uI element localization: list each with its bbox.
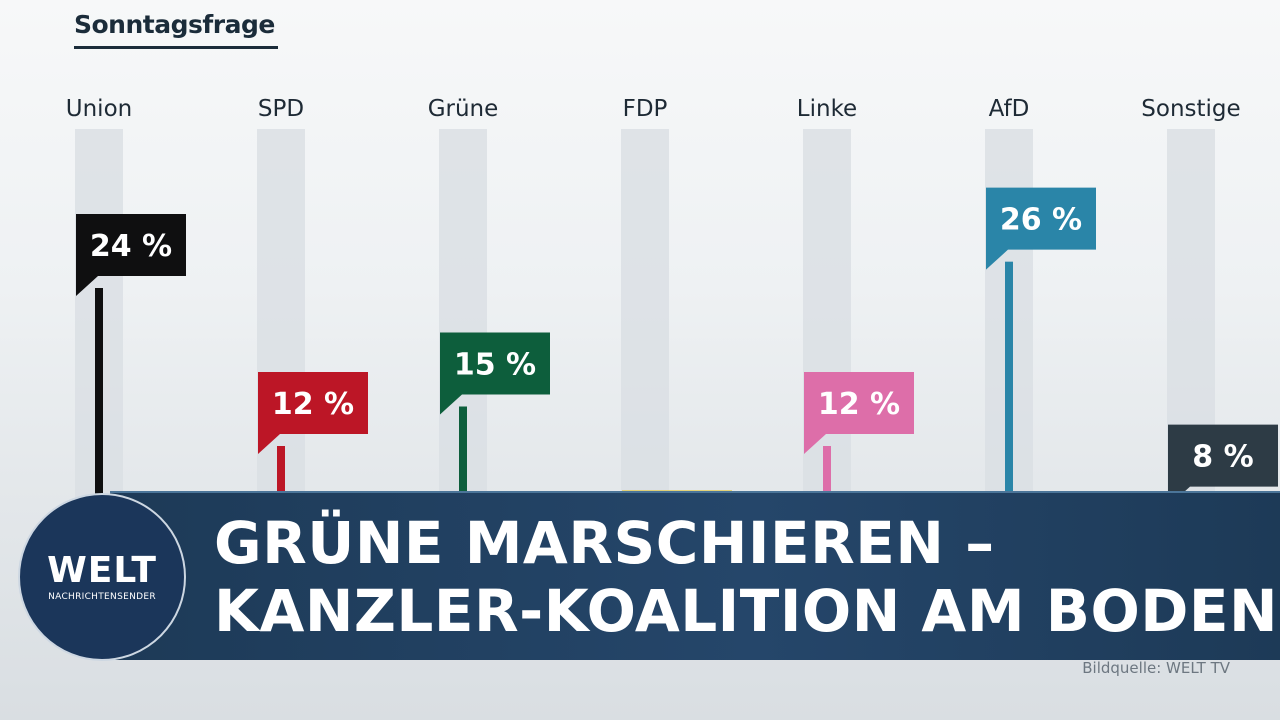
value-label-box: 12 %: [258, 372, 368, 454]
logo-wordmark: WELT: [47, 550, 157, 591]
category-label: FDP: [623, 96, 668, 122]
value-flag: [986, 187, 1096, 270]
value-flag: [258, 372, 368, 454]
value-label-box: 12 %: [804, 372, 914, 454]
value-flag: [1168, 424, 1278, 507]
value-label-box: 26 %: [986, 187, 1096, 270]
track-3: [621, 129, 669, 539]
category-label: SPD: [258, 96, 304, 122]
image-source: Bildquelle: WELT TV: [1082, 659, 1230, 677]
value-flag: [440, 332, 550, 415]
value-label: 12 %: [272, 387, 354, 422]
value-label: 24 %: [90, 229, 172, 264]
category-label: Grüne: [428, 96, 499, 122]
category-label: Linke: [797, 96, 857, 122]
headline-line-2: KANZLER-KOALITION AM BODEN: [214, 577, 1279, 645]
value-flag: [804, 372, 914, 454]
category-label: AfD: [989, 96, 1030, 122]
bar-stem: [95, 288, 103, 530]
bar-stem: [459, 406, 467, 530]
title-underline: [74, 46, 278, 49]
value-flag: [76, 214, 186, 296]
value-label-box: 8 %: [1168, 424, 1278, 507]
bar-stem: [277, 446, 285, 530]
category-label: Sonstige: [1141, 96, 1240, 122]
welt-logo: WELT NACHRICHTENSENDER: [18, 493, 186, 661]
logo-subtitle: NACHRICHTENSENDER: [48, 592, 156, 602]
value-label: 12 %: [818, 387, 900, 422]
headline-banner: GRÜNE MARSCHIEREN – KANZLER-KOALITION AM…: [110, 491, 1280, 660]
value-label-box: 15 %: [440, 332, 550, 415]
headline-line-1: GRÜNE MARSCHIEREN –: [214, 509, 995, 577]
chart-title: Sonntagsfrage: [74, 10, 275, 39]
value-label: 8 %: [1192, 440, 1253, 475]
value-label: 15 %: [454, 348, 536, 383]
bar-stem: [1005, 261, 1013, 530]
category-label: Union: [66, 96, 132, 122]
value-label: 26 %: [1000, 203, 1082, 238]
bar-stem: [823, 446, 831, 530]
value-label-box: 24 %: [76, 214, 186, 296]
